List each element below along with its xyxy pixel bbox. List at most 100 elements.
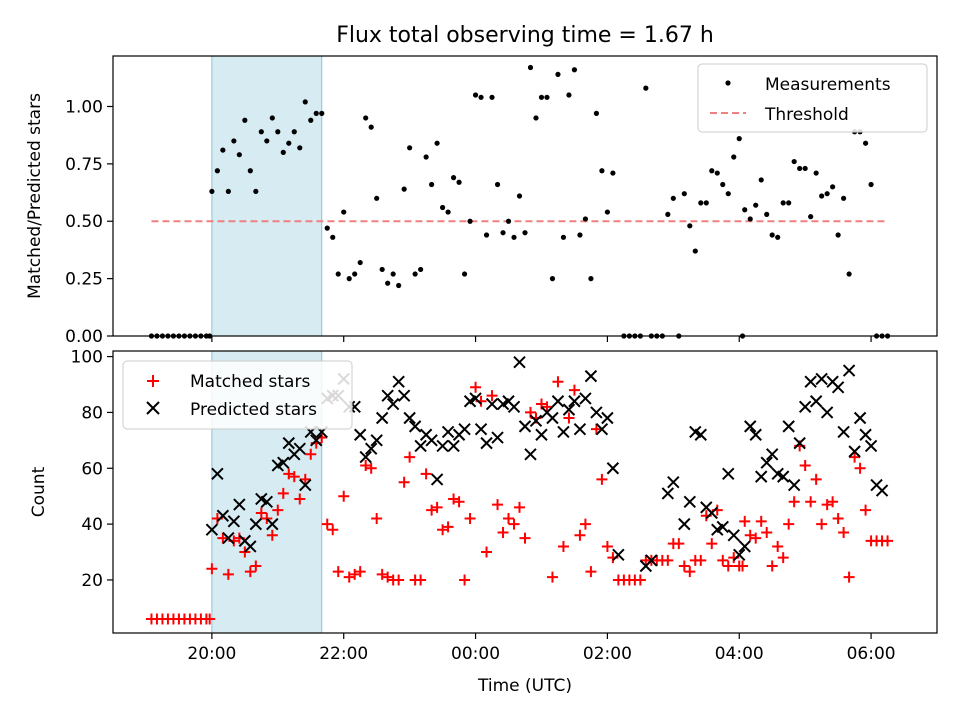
measurement-point	[736, 136, 742, 142]
measurement-point	[494, 181, 501, 188]
predicted-star-point	[760, 456, 773, 469]
predicted-star-point	[716, 520, 729, 534]
measurement-point	[418, 266, 424, 273]
predicted-star-point	[612, 548, 625, 562]
predicted-star-point	[474, 422, 488, 436]
measurement-point	[841, 195, 847, 201]
predicted-star-point	[645, 554, 658, 567]
measurement-point	[253, 188, 259, 195]
predicted-star-point	[842, 364, 856, 377]
predicted-star-point	[513, 355, 526, 369]
matched-star-point	[206, 563, 218, 575]
predicted-star-point	[436, 439, 449, 453]
measurement-point	[599, 168, 605, 174]
matched-star-point	[838, 526, 850, 538]
measurement-point	[434, 140, 440, 146]
matched-star-point	[327, 524, 339, 536]
matched-star-point	[459, 574, 471, 586]
predicted-star-point	[601, 411, 614, 425]
predicted-star-point	[590, 406, 603, 419]
top-panel: 0.00 0.25 0.50 0.75 1.00 Matched/Predicted s…	[25, 55, 938, 347]
measurement-point	[692, 248, 698, 254]
predicted-star-point	[875, 484, 889, 497]
predicted-star-point	[518, 420, 532, 433]
bottom-y-axis-label: Count	[29, 466, 49, 517]
bottom-panel: 20 40 60 80 100 20:00 22:00 00:00 02:00 04:00 06:…	[29, 348, 938, 696]
predicted-star-point	[381, 389, 394, 402]
measurement-point	[379, 266, 385, 273]
matched-star-point	[393, 574, 405, 586]
matched-star-point	[882, 535, 894, 547]
matched-star-point	[470, 381, 482, 393]
measurement-point	[214, 168, 220, 174]
predicted-star-point	[705, 506, 718, 520]
y-tick-label: 1.00	[65, 97, 103, 117]
bottom-legend-box	[122, 360, 353, 430]
predicted-star-point	[562, 403, 576, 416]
matched-star-point	[338, 490, 350, 502]
measurement-point	[643, 85, 649, 91]
measurement-point	[786, 200, 792, 206]
measurement-point	[505, 218, 512, 224]
matched-star-point	[442, 521, 454, 533]
y-tick-label: 80	[81, 403, 103, 423]
predicted-star-point	[524, 448, 537, 461]
measurement-point	[401, 186, 407, 192]
measurement-point	[720, 181, 726, 188]
matched-star-point	[349, 568, 361, 580]
matched-star-point	[684, 566, 696, 578]
measurement-point	[670, 195, 676, 201]
matched-star-point	[810, 473, 822, 485]
measurement-point	[313, 110, 319, 116]
measurement-point	[511, 234, 517, 240]
predicted-star-point	[414, 439, 427, 453]
matched-star-point	[805, 496, 817, 508]
threshold-legend-label: Threshold	[764, 105, 849, 125]
measurement-point	[483, 232, 490, 238]
measurement-point	[742, 207, 748, 213]
measurement-point	[297, 145, 303, 151]
observing-window-span	[211, 55, 323, 337]
measurement-point	[769, 232, 775, 238]
predicted-star-point	[683, 495, 697, 508]
measurement-point	[242, 117, 248, 123]
x-tick-label: 22:00	[319, 644, 368, 664]
top-panel-frame	[112, 55, 938, 337]
matched-star-point	[321, 518, 333, 530]
measurement-point	[610, 170, 616, 176]
predicted-star-point	[447, 439, 460, 453]
y-tick-label: 0.75	[65, 155, 103, 175]
measurement-point	[445, 209, 451, 215]
matched-star-point	[766, 560, 778, 572]
predicted-star-point	[667, 476, 680, 489]
bottom-x-axis: 20:00 22:00 00:00 02:00 04:00 06:00	[187, 633, 896, 664]
measurement-point	[352, 271, 358, 277]
predicted-star-point	[848, 445, 861, 458]
measurement-point	[703, 200, 709, 206]
measurement-point	[775, 234, 781, 240]
measurement-point	[423, 154, 429, 160]
matched-star-point	[854, 462, 866, 474]
predicted-star-point	[408, 420, 422, 433]
predicted-star-point	[222, 531, 235, 545]
top-legend: Measurements Threshold	[697, 63, 928, 133]
y-tick-label: 60	[81, 459, 103, 479]
predicted-star-point	[216, 509, 230, 522]
matched-star-point	[519, 532, 531, 544]
matched-star-point	[305, 448, 317, 460]
matched-star-point	[426, 504, 438, 516]
matched-star-point	[816, 518, 828, 530]
measurement-point	[824, 191, 830, 197]
measurement-point	[698, 200, 704, 206]
predicted-star-point	[425, 434, 438, 447]
predicted-star-point	[469, 392, 482, 405]
predicted-star-point	[370, 434, 383, 447]
predicted-star-point	[782, 420, 795, 433]
matched-star-point	[448, 493, 460, 505]
top-y-axis: 0.00 0.25 0.50 0.75 1.00	[65, 97, 113, 347]
matched-star-point	[261, 513, 273, 525]
matched-star-point	[563, 412, 575, 424]
matched-star-point	[343, 571, 355, 583]
measurement-point	[385, 280, 391, 286]
measurement-point	[489, 94, 495, 100]
